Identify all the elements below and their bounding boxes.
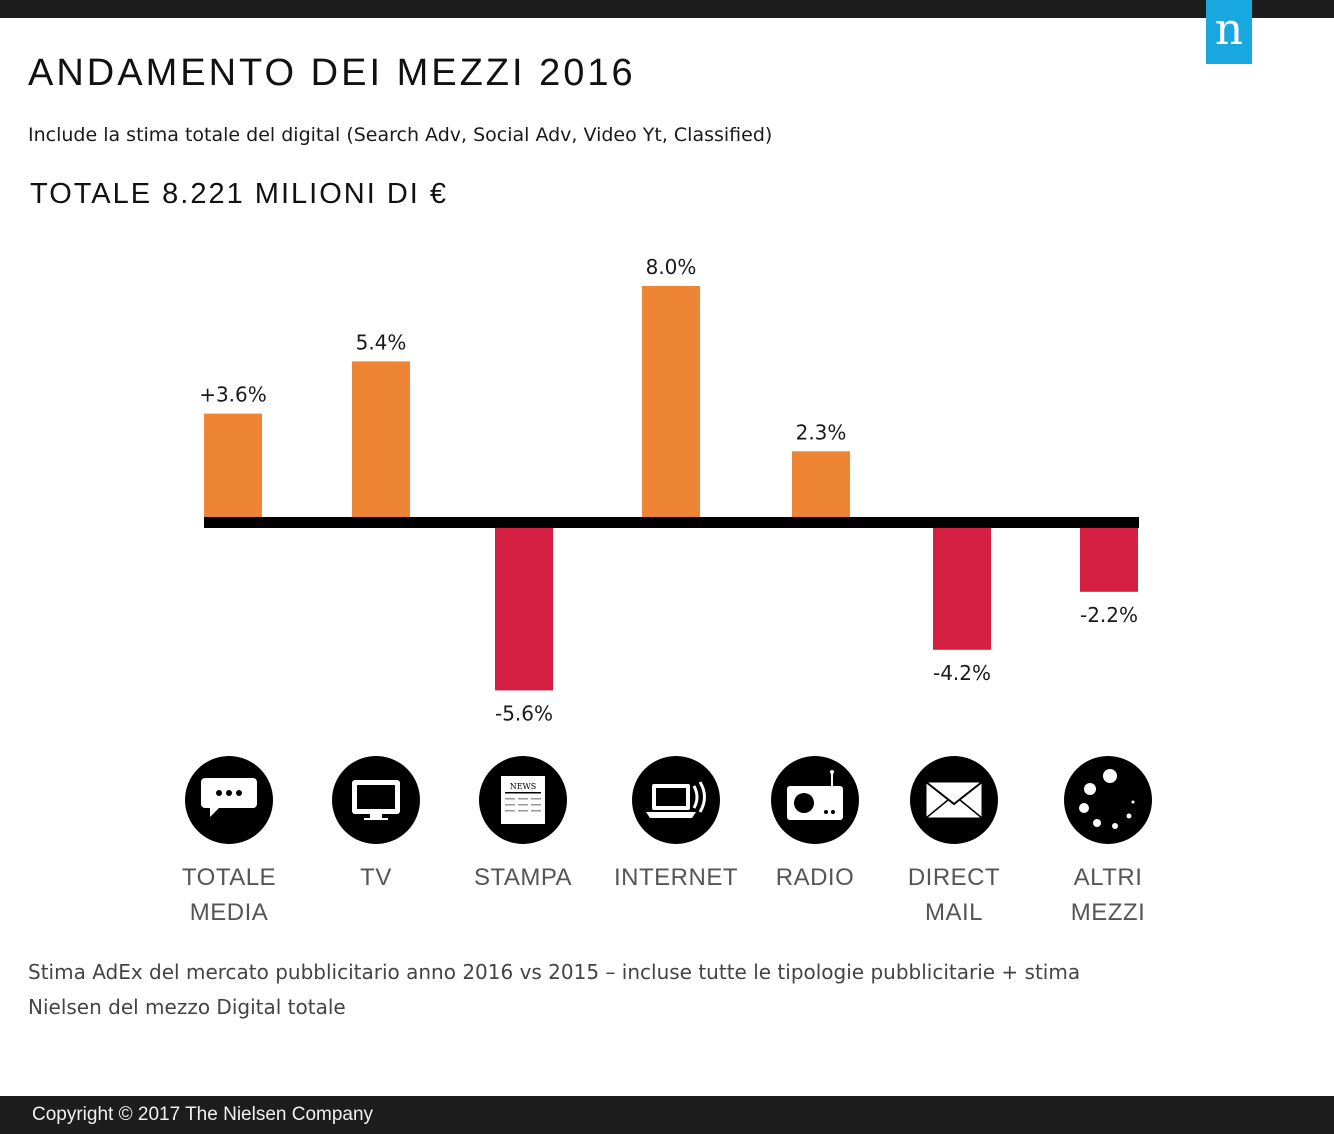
- svg-text:NEWS: NEWS: [510, 782, 537, 791]
- bar-stampa: [495, 528, 553, 691]
- category-label-stampa: STAMPA: [443, 860, 603, 895]
- bar-chart: +3.6% 5.4% -5.6% 8.0% 2.3% -4.2% -2.2%: [199, 255, 1139, 725]
- category-label-line: MAIL: [924, 899, 983, 926]
- bar-totale-media: [204, 413, 262, 518]
- category-label-tv: TV: [296, 860, 456, 895]
- footer-bar: Copyright © 2017 The Nielsen Company: [0, 1096, 1334, 1134]
- category-label-line: RADIO: [775, 864, 855, 891]
- page-subtitle: Include la stima totale del digital (Sea…: [28, 124, 773, 146]
- category-label-line: DIRECT: [907, 864, 1001, 891]
- footnote-line-2: Nielsen del mezzo Digital totale: [28, 995, 346, 1019]
- category-label-altri-mezzi: ALTRI MEZZI: [1028, 860, 1188, 930]
- speech-bubble-icon: [185, 756, 273, 844]
- envelope-icon: [910, 756, 998, 844]
- category-label-line: TV: [360, 864, 392, 891]
- category-label-radio: RADIO: [735, 860, 895, 895]
- category-label-line: INTERNET: [614, 864, 738, 891]
- total-value: TOTALE 8.221 MILIONI DI €: [30, 178, 449, 210]
- category-label-direct-mail: DIRECT MAIL: [874, 860, 1034, 930]
- laptop-icon: [632, 756, 720, 844]
- page-title: ANDAMENTO DEI MEZZI 2016: [28, 52, 636, 94]
- footnote: Stima AdEx del mercato pubblicitario ann…: [28, 955, 1128, 1025]
- top-bar: [0, 0, 1334, 18]
- bar-tv: [352, 361, 410, 518]
- bar-internet: [642, 286, 700, 518]
- footnote-line-1: Stima AdEx del mercato pubblicitario ann…: [28, 960, 1081, 984]
- bar-altri-mezzi: [1080, 528, 1138, 592]
- data-label: 5.4%: [356, 330, 407, 354]
- category-label-totale-media: TOTALE MEDIA: [149, 860, 309, 930]
- dots-icon: [1064, 756, 1152, 844]
- data-label: -4.2%: [933, 661, 991, 685]
- data-label: +3.6%: [199, 383, 267, 407]
- copyright-text: Copyright © 2017 The Nielsen Company: [32, 1104, 374, 1125]
- newspaper-icon: NEWS: [479, 756, 567, 844]
- category-label-line: ALTRI: [1073, 864, 1143, 891]
- radio-icon: [771, 756, 859, 844]
- data-label: -2.2%: [1080, 603, 1138, 627]
- bar-radio: [792, 451, 850, 518]
- tv-icon: [332, 756, 420, 844]
- logo-letter: n: [1214, 4, 1244, 55]
- category-label-line: TOTALE: [181, 864, 277, 891]
- data-label: 8.0%: [646, 255, 697, 279]
- data-label: 2.3%: [796, 420, 847, 444]
- nielsen-logo: n: [1206, 0, 1252, 64]
- category-label-line: MEDIA: [189, 899, 269, 926]
- category-label-line: MEZZI: [1070, 899, 1146, 926]
- bar-direct-mail: [933, 528, 991, 650]
- category-label-line: STAMPA: [473, 864, 573, 891]
- zero-axis-line: [204, 517, 1139, 528]
- data-label: -5.6%: [495, 701, 553, 725]
- category-label-internet: INTERNET: [596, 860, 756, 895]
